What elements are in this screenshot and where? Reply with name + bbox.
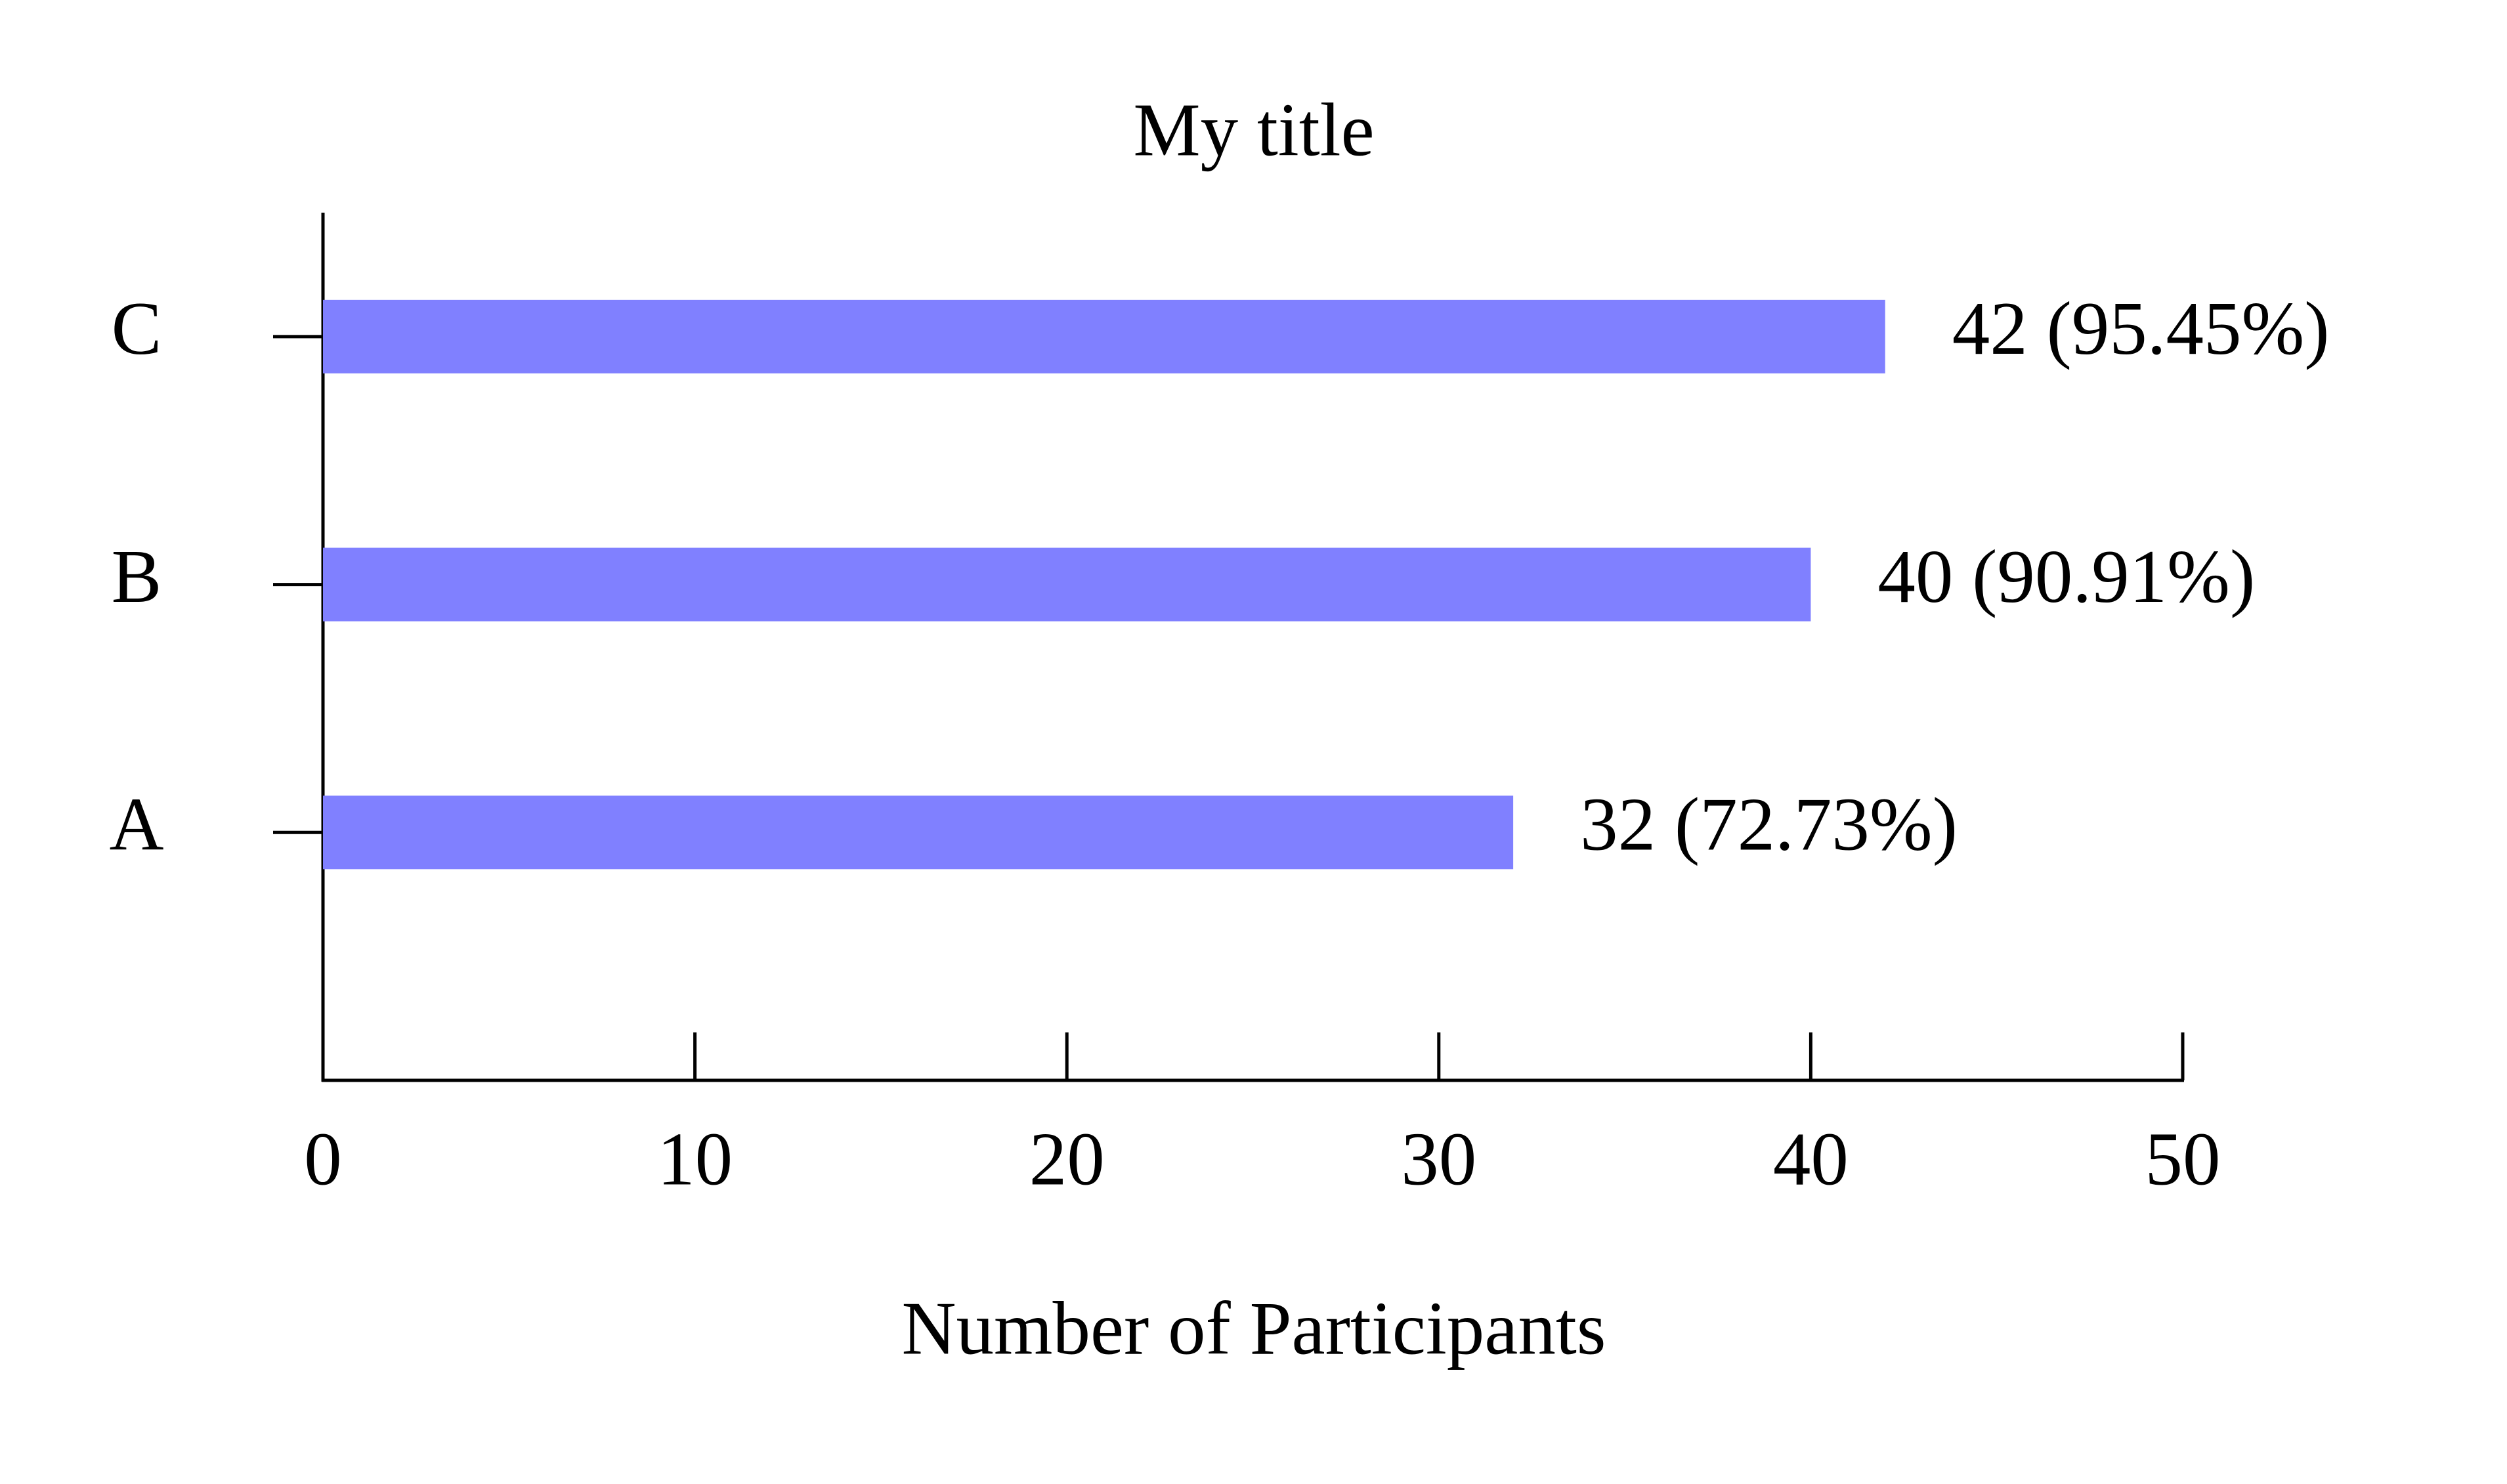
y-tick-label: A [109, 783, 163, 866]
chart-title: My title [1133, 88, 1374, 171]
value-label: 32 (72.73%) [1580, 783, 1958, 866]
y-tick-label: B [112, 535, 162, 618]
x-tick-label: 50 [2145, 1117, 2221, 1200]
y-tick-label: C [112, 287, 162, 370]
x-tick-label: 30 [1401, 1117, 1476, 1200]
bar [323, 547, 1811, 622]
x-tick-label: 40 [1773, 1117, 1849, 1200]
x-axis-label: Number of Participants [901, 1286, 1606, 1370]
bar [323, 299, 1885, 373]
value-label: 40 (90.91%) [1877, 535, 2255, 618]
x-tick-label: 0 [304, 1117, 342, 1200]
value-label: 42 (95.45%) [1952, 287, 2330, 370]
x-tick-label: 10 [657, 1117, 733, 1200]
bar [323, 795, 1514, 870]
x-tick-label: 20 [1029, 1117, 1105, 1200]
